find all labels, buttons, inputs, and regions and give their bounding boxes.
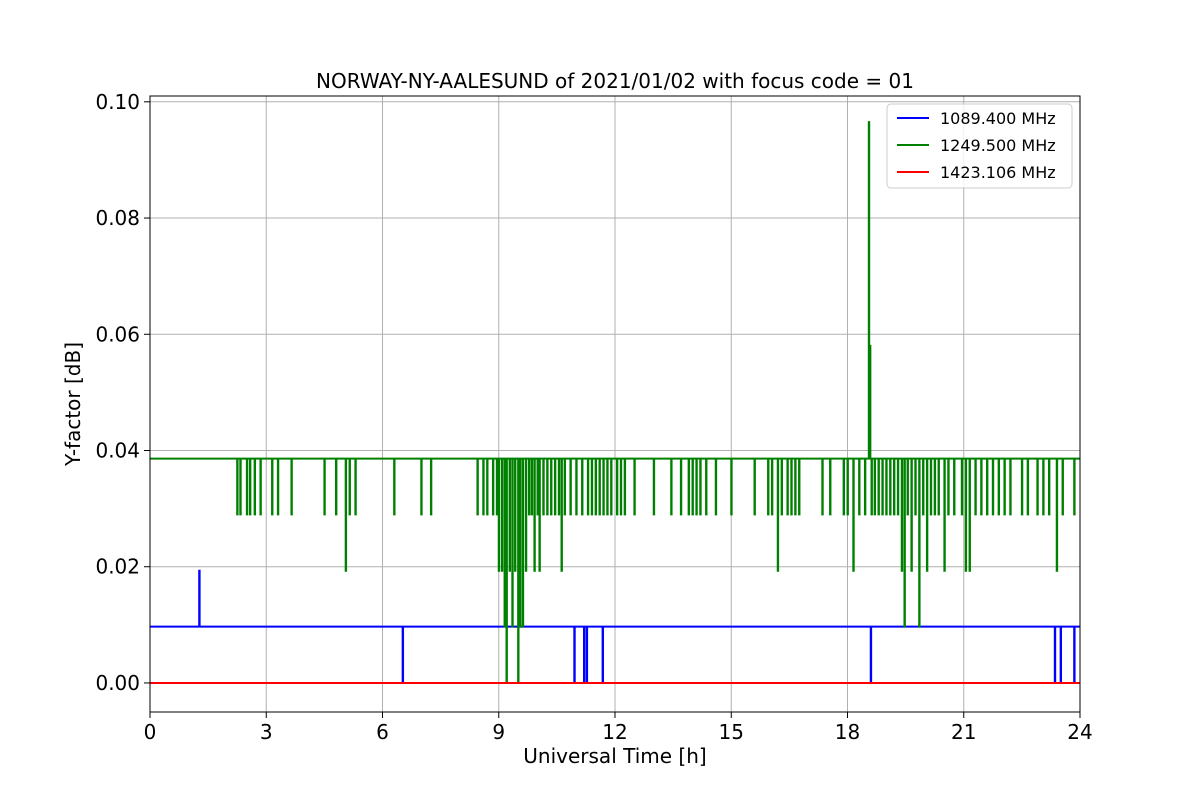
y-axis-label: Y-factor [dB]	[61, 342, 85, 467]
y-tick-label: 0.06	[95, 322, 140, 346]
x-tick-label: 21	[951, 720, 976, 744]
legend-box	[886, 103, 1073, 189]
x-tick-label: 15	[719, 720, 744, 744]
x-tick-label: 9	[492, 720, 505, 744]
plot-area	[150, 121, 1080, 684]
y-tick-label: 0.08	[95, 206, 140, 230]
y-tick-label: 0.04	[95, 438, 140, 462]
legend-label-1: 1249.500 MHz	[940, 136, 1056, 155]
x-tick-label: 0	[144, 720, 157, 744]
x-tick-label: 6	[376, 720, 389, 744]
legend-label-2: 1423.106 MHz	[940, 163, 1056, 182]
x-tick-label: 24	[1067, 720, 1092, 744]
legend: 1089.400 MHz 1249.500 MHz 1423.106 MHz	[886, 103, 1073, 189]
legend-label-0: 1089.400 MHz	[940, 109, 1056, 128]
x-tick-label: 3	[260, 720, 273, 744]
x-axis-label: Universal Time [h]	[523, 744, 706, 768]
y-axis-ticks: 0.00 0.02 0.04 0.06 0.08 0.10	[95, 90, 150, 695]
y-tick-label: 0.02	[95, 555, 140, 579]
series-line-1	[150, 121, 1080, 684]
x-tick-label: 18	[835, 720, 860, 744]
y-tick-label: 0.00	[95, 671, 140, 695]
y-tick-label: 0.10	[95, 90, 140, 114]
chart-title: NORWAY-NY-AALESUND of 2021/01/02 with fo…	[316, 69, 914, 93]
x-axis-ticks: 0 3 6 9 12 15 18 21 24	[144, 712, 1093, 744]
x-tick-label: 12	[602, 720, 627, 744]
